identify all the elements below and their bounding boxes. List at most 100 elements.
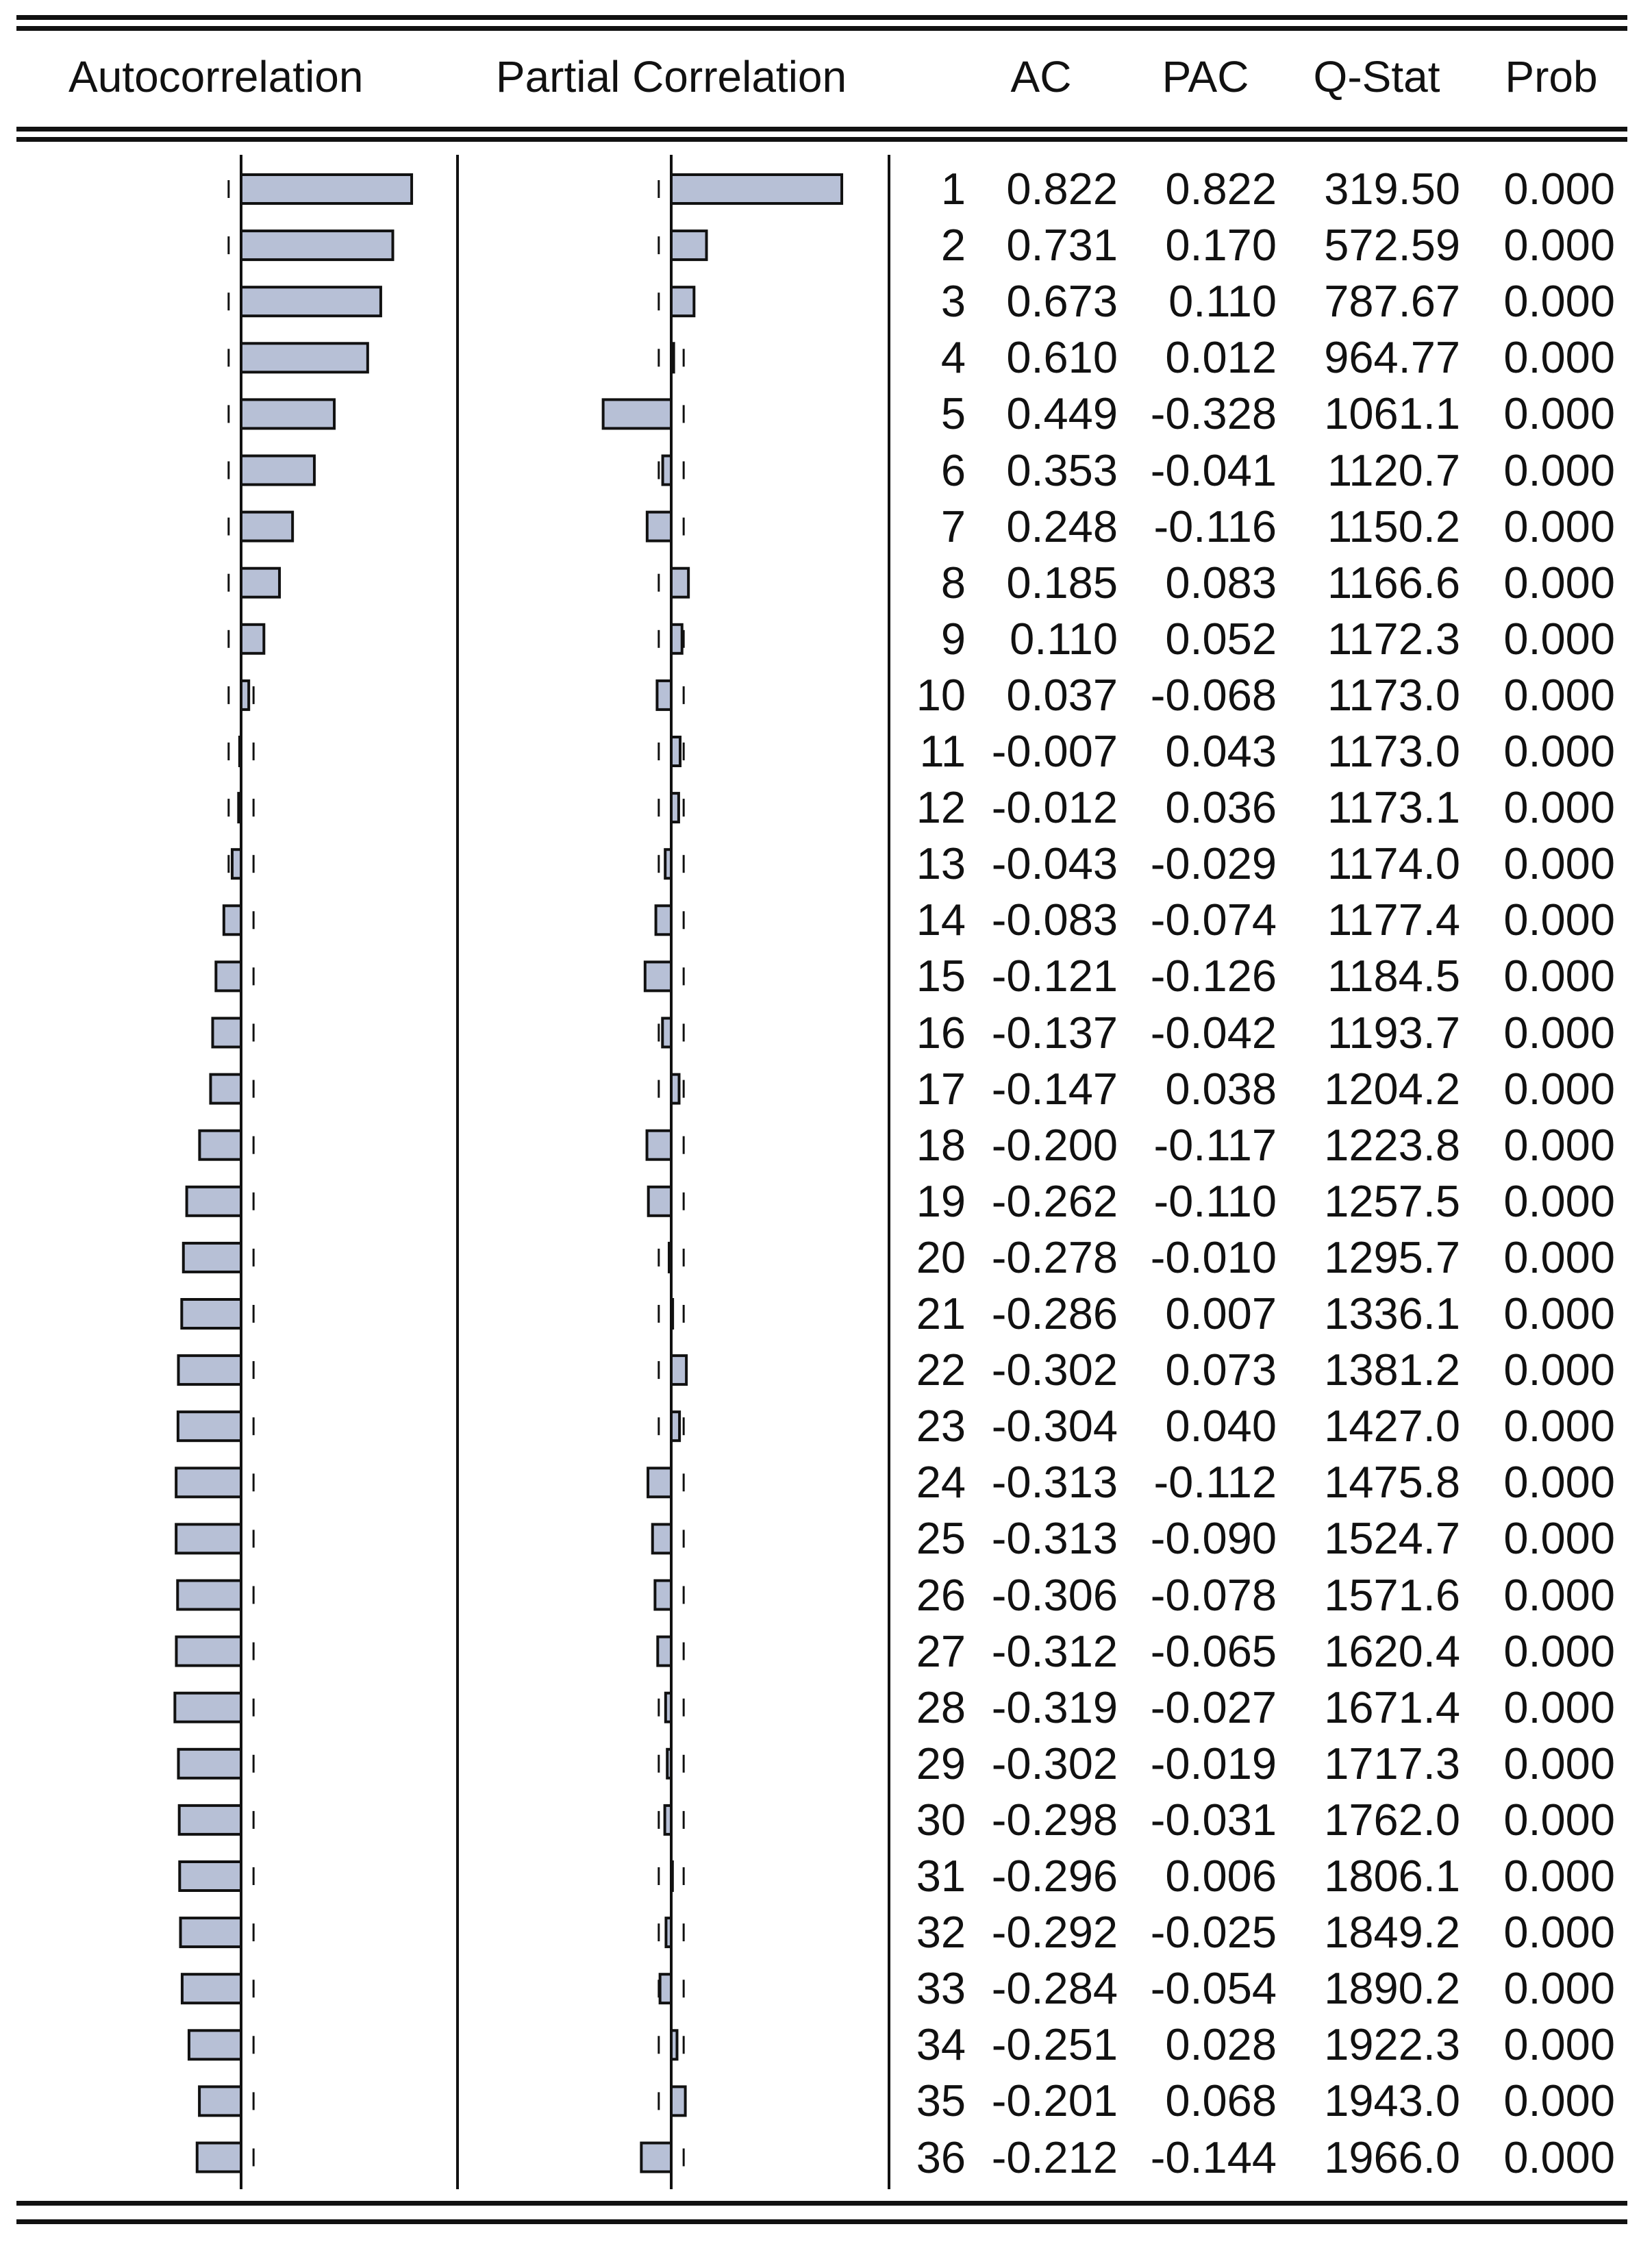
lag-cell-36: 36	[916, 2132, 966, 2182]
lag-cell-6: 6	[940, 445, 966, 495]
qstat-cell-23: 1427.0	[1324, 1401, 1460, 1451]
lag-cell-7: 7	[940, 501, 966, 551]
ac-cell-22: -0.302	[991, 1345, 1118, 1395]
ac-bar-14	[222, 904, 243, 936]
lag-cell-13: 13	[916, 838, 966, 889]
pac-bar-24	[647, 1467, 673, 1499]
qstat-cell-22: 1381.2	[1324, 1345, 1460, 1395]
ac-bar-21	[180, 1298, 243, 1330]
prob-cell-28: 0.000	[1503, 1682, 1615, 1732]
pac-cell-34: 0.028	[1165, 2019, 1277, 2070]
qstat-cell-5: 1061.1	[1324, 388, 1460, 439]
ac-bar-1	[240, 173, 414, 205]
lag-cell-11: 11	[919, 726, 966, 776]
lag-cell-14: 14	[916, 895, 966, 945]
prob-cell-13: 0.000	[1503, 838, 1615, 889]
prob-header: Prob	[1505, 52, 1598, 101]
pac-bar-27	[656, 1635, 673, 1667]
ac-bar-30	[177, 1804, 242, 1836]
pac-cell-8: 0.083	[1165, 557, 1277, 608]
prob-cell-23: 0.000	[1503, 1401, 1615, 1451]
pac-cell-2: 0.170	[1165, 220, 1277, 271]
pac-bar-21	[670, 1298, 675, 1330]
ac-bar-31	[178, 1860, 243, 1892]
pac-cell-32: -0.025	[1150, 1907, 1277, 1958]
ac-cell-29: -0.302	[991, 1738, 1118, 1788]
pac-cell-24: -0.112	[1153, 1457, 1277, 1508]
ac-bar-32	[179, 1917, 242, 1949]
pac-cell-10: -0.068	[1150, 669, 1277, 720]
ac-bar-23	[176, 1410, 242, 1443]
ac-bar-15	[214, 960, 243, 993]
pac-bar-29	[666, 1747, 673, 1780]
prob-cell-21: 0.000	[1503, 1288, 1615, 1338]
pac-bar-19	[647, 1185, 673, 1217]
ac-bar-24	[175, 1467, 243, 1499]
lag-cell-18: 18	[916, 1119, 966, 1170]
ac-bar-34	[187, 2029, 242, 2061]
lag-cell-4: 4	[940, 332, 966, 383]
prob-cell-22: 0.000	[1503, 1345, 1615, 1395]
qstat-cell-3: 787.67	[1324, 276, 1460, 327]
pac-bar-26	[653, 1579, 673, 1611]
ac-cell-35: -0.201	[991, 2075, 1118, 2126]
pac-bar-9	[670, 623, 684, 655]
pac-cell-6: -0.041	[1150, 445, 1277, 495]
pac-header: PAC	[1162, 52, 1249, 101]
ac-bar-22	[177, 1354, 242, 1386]
qstat-cell-6: 1120.7	[1327, 445, 1460, 495]
prob-cell-8: 0.000	[1503, 557, 1615, 608]
prob-cell-29: 0.000	[1503, 1738, 1615, 1788]
pac-bar-31	[670, 1860, 674, 1892]
top-rule-2	[16, 26, 1627, 31]
lag-cell-15: 15	[916, 951, 966, 1001]
lag-cell-17: 17	[916, 1063, 966, 1114]
prob-cell-31: 0.000	[1503, 1851, 1615, 1901]
pac-cell-12: 0.036	[1165, 782, 1277, 833]
lag-cell-34: 34	[916, 2019, 966, 2070]
qstat-cell-21: 1336.1	[1324, 1288, 1460, 1338]
prob-cell-30: 0.000	[1503, 1794, 1615, 1845]
pac-bar-16	[661, 1017, 673, 1049]
ac-cell-4: 0.610	[1006, 332, 1118, 383]
ac-bar-28	[173, 1691, 242, 1723]
qstat-cell-27: 1620.4	[1324, 1625, 1460, 1676]
qstat-cell-13: 1174.0	[1327, 838, 1460, 889]
prob-cell-6: 0.000	[1503, 445, 1615, 495]
qstat-cell-20: 1295.7	[1324, 1232, 1460, 1282]
ac-bar-26	[176, 1579, 243, 1611]
ac-bar-19	[185, 1185, 243, 1217]
qstat-cell-1: 319.50	[1324, 164, 1460, 214]
pac-cell-20: -0.010	[1150, 1232, 1277, 1282]
prob-cell-26: 0.000	[1503, 1569, 1615, 1620]
pac-cell-36: -0.144	[1150, 2132, 1277, 2182]
lag-cell-33: 33	[916, 1963, 966, 2014]
ac-cell-23: -0.304	[991, 1401, 1118, 1451]
ac-bar-20	[182, 1241, 242, 1273]
pac-cell-5: -0.328	[1150, 388, 1277, 439]
pac-bar-18	[645, 1129, 673, 1161]
lag-cell-26: 26	[916, 1569, 966, 1620]
ac-cell-34: -0.251	[991, 2019, 1118, 2070]
prob-cell-19: 0.000	[1503, 1175, 1615, 1226]
prob-cell-17: 0.000	[1503, 1063, 1615, 1114]
qstat-cell-24: 1475.8	[1324, 1457, 1460, 1508]
ac-bar-7	[240, 510, 295, 543]
lag-cell-22: 22	[916, 1345, 966, 1395]
ac-bar-13	[230, 848, 243, 880]
pac-cell-9: 0.052	[1165, 613, 1277, 664]
ac-cell-28: -0.319	[991, 1682, 1118, 1732]
ac-cell-9: 0.110	[1010, 613, 1118, 664]
partial-correlation-header: Partial Correlation	[495, 52, 847, 101]
qstat-cell-28: 1671.4	[1324, 1682, 1460, 1732]
pac-bar-36	[640, 2141, 673, 2173]
lag-cell-24: 24	[916, 1457, 966, 1508]
lag-cell-2: 2	[940, 220, 966, 271]
pac-cell-7: -0.116	[1153, 501, 1277, 551]
ac-cell-31: -0.296	[991, 1851, 1118, 1901]
pac-cell-35: 0.068	[1165, 2075, 1277, 2126]
ac-bar-35	[198, 2085, 242, 2117]
qstat-cell-11: 1173.0	[1327, 726, 1460, 776]
pac-bar-25	[651, 1523, 673, 1555]
lag-cell-28: 28	[916, 1682, 966, 1732]
